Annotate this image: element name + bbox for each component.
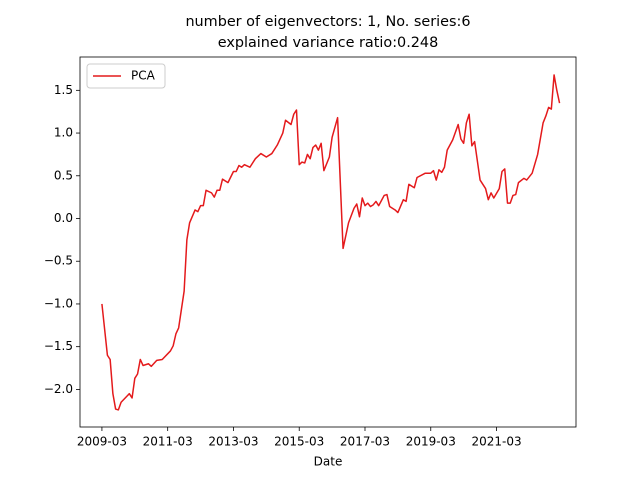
y-tick-label: 1.5 (54, 83, 73, 97)
legend-label: PCA (131, 69, 156, 83)
y-tick-label: −1.5 (44, 339, 73, 353)
legend-box (86, 63, 166, 89)
y-tick-label: 1.0 (54, 126, 73, 140)
line (101, 74, 561, 411)
y-tick-label: 0.5 (54, 168, 73, 182)
x-axis-label: Date (314, 455, 343, 469)
x-tick-label: 2017-03 (340, 435, 390, 449)
x-tick-label: 2019-03 (406, 435, 456, 449)
y-tick-label: −0.5 (44, 254, 73, 268)
y-tick-label: 0.0 (54, 211, 73, 225)
x-tick-label: 2009-03 (77, 435, 127, 449)
chart-title: number of eigenvectors: 1, No. series:6 (185, 14, 470, 30)
x-tick-label: 2011-03 (143, 435, 193, 449)
x-tick-label: 2015-03 (274, 435, 324, 449)
y-tick-label: −2.0 (44, 382, 73, 396)
y-tick-label: −1.0 (44, 296, 73, 310)
axes-frame (79, 56, 577, 428)
x-tick-label: 2021-03 (471, 435, 521, 449)
x-tick-label: 2013-03 (208, 435, 258, 449)
chart-subtitle: explained variance ratio:0.248 (218, 35, 439, 51)
